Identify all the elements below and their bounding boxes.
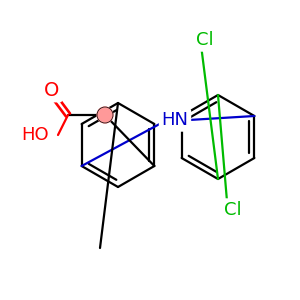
Text: HN: HN [161, 111, 188, 129]
Text: Cl: Cl [224, 201, 242, 219]
Text: Cl: Cl [196, 31, 214, 49]
Text: HO: HO [21, 126, 49, 144]
Circle shape [97, 107, 113, 123]
Text: O: O [44, 80, 60, 100]
